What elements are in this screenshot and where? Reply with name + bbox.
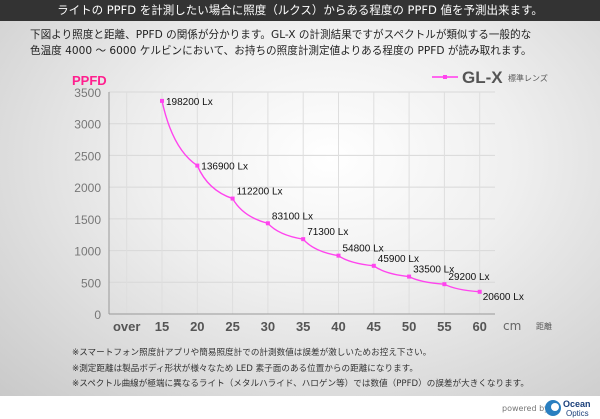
data-point bbox=[371, 263, 376, 268]
intro-line-1: 下図より照度と距離、PPFD の関係が分かります。GL-X の計測結果ですがスペ… bbox=[30, 29, 532, 41]
data-point bbox=[477, 289, 482, 294]
y-tick-label: 1000 bbox=[74, 245, 101, 259]
x-tick-label: 40 bbox=[331, 319, 345, 334]
x-tick-label: 30 bbox=[261, 319, 275, 334]
y-tick-label: 500 bbox=[81, 276, 101, 290]
data-label: 136900 Lx bbox=[201, 162, 248, 173]
data-point bbox=[336, 253, 341, 258]
note-3: ※スペクトル曲線が極端に異なるライト（メタルハライド、ハロゲン等）では数値（PP… bbox=[72, 379, 530, 389]
y-tick-label: 3500 bbox=[74, 86, 101, 100]
powered-by: powered by bbox=[502, 404, 549, 413]
ocean-optics-logo: Ocean Optics bbox=[545, 399, 591, 418]
header-title: ライトの PPFD を計測したい場合に照度（ルクス）からある程度の PPFD 値… bbox=[57, 3, 543, 17]
x-unit: cm bbox=[503, 319, 521, 333]
data-label: 33500 Lx bbox=[413, 265, 454, 276]
x-tick-label: over bbox=[113, 319, 140, 334]
legend-name: GL-X bbox=[462, 68, 503, 87]
data-label: 29200 Lx bbox=[448, 272, 489, 283]
x-tick-label: 25 bbox=[225, 319, 239, 334]
intro-text: 下図より照度と距離、PPFD の関係が分かります。GL-X の計測結果ですがスペ… bbox=[30, 27, 590, 59]
data-label: 54800 Lx bbox=[343, 244, 384, 255]
data-label: 71300 Lx bbox=[307, 227, 348, 238]
y-tick-label: 3000 bbox=[74, 118, 101, 132]
x-tick-label: 15 bbox=[155, 319, 169, 334]
data-point bbox=[407, 274, 412, 279]
data-point bbox=[195, 163, 200, 168]
intro-line-2: 色温度 4000 ～ 6000 ケルビンにおいて、お持ちの照度計測定値よりある程… bbox=[30, 45, 532, 57]
legend-sub: 標準レンズ bbox=[508, 73, 548, 83]
note-2: ※測定距離は製品ボディ形状が様々なため LED 素子面のある位置からの距離になり… bbox=[72, 364, 419, 374]
data-label: 112200 Lx bbox=[237, 187, 283, 198]
legend: GL-X 標準レンズ bbox=[432, 68, 548, 87]
data-point bbox=[160, 98, 164, 103]
data-point bbox=[442, 282, 447, 287]
legend-marker bbox=[443, 75, 447, 79]
x-tick-label: 60 bbox=[472, 319, 486, 334]
x-tick-label: 55 bbox=[437, 319, 451, 334]
header-bar: ライトの PPFD を計測したい場合に照度（ルクス）からある程度の PPFD 値… bbox=[0, 0, 600, 21]
y-tick-label: 1500 bbox=[74, 213, 101, 227]
series-line-gl-x bbox=[161, 100, 480, 293]
y-tick-label: 0 bbox=[94, 308, 101, 322]
note-1: ※スマートフォン照度計アプリや簡易照度計での計測数値は誤差が激しいためお控え下さ… bbox=[72, 348, 432, 358]
data-point bbox=[301, 237, 306, 242]
svg-text:Optics: Optics bbox=[566, 409, 589, 418]
data-point bbox=[265, 221, 270, 226]
svg-text:Ocean: Ocean bbox=[563, 399, 591, 409]
y-axis-title: PPFD bbox=[72, 73, 107, 88]
data-label: 83100 Lx bbox=[272, 211, 313, 222]
data-label: 20600 Lx bbox=[483, 292, 524, 303]
x-tick-label: 50 bbox=[402, 319, 416, 334]
x-axis-title: 距離 bbox=[536, 321, 552, 331]
data-label: 198200 Lx bbox=[166, 97, 213, 108]
data-label: 45900 Lx bbox=[378, 254, 419, 265]
x-tick-label: 20 bbox=[190, 319, 204, 334]
data-point bbox=[230, 196, 235, 201]
chart-panel bbox=[0, 0, 600, 396]
y-tick-label: 2000 bbox=[74, 181, 101, 195]
y-tick-label: 2500 bbox=[74, 149, 101, 163]
x-tick-label: 45 bbox=[367, 319, 381, 334]
x-tick-label: 35 bbox=[296, 319, 310, 334]
